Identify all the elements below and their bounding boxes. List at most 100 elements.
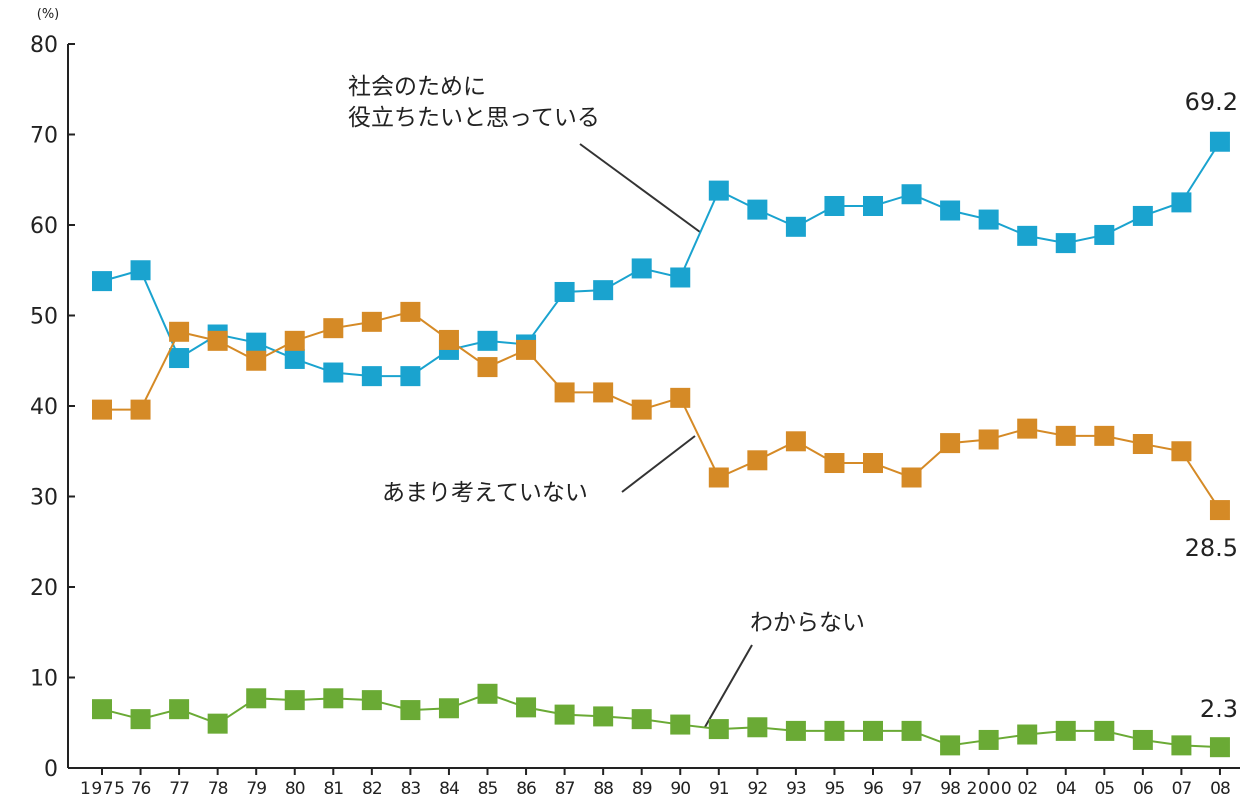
data-point (438, 329, 459, 350)
x-tick-label: 80 (285, 779, 305, 799)
data-point (1171, 441, 1192, 462)
data-point (824, 195, 845, 216)
data-point (207, 330, 228, 351)
x-tick-label: 86 (516, 779, 536, 799)
x-tick-label: 1975 (80, 779, 124, 799)
y-tick-label: 20 (30, 576, 58, 601)
y-tick-label: 0 (44, 757, 58, 782)
data-point (130, 260, 151, 281)
x-tick-label: 04 (1056, 779, 1076, 799)
data-point (554, 281, 575, 302)
data-point (130, 709, 151, 730)
x-tick-label: 95 (825, 779, 845, 799)
leader-line (579, 143, 701, 233)
x-tick-label: 78 (208, 779, 228, 799)
series-label: 社会のために (348, 74, 486, 100)
y-tick-label: 70 (30, 124, 58, 149)
x-tick-label: 2000 (967, 779, 1011, 799)
data-point (246, 332, 267, 353)
y-tick-label: 60 (30, 214, 58, 239)
data-point (863, 720, 883, 741)
x-tick-label: 06 (1133, 779, 1153, 799)
data-point (477, 330, 498, 351)
data-point (593, 382, 614, 403)
x-tick-label: 88 (593, 779, 613, 799)
x-tick-label: 02 (1017, 779, 1037, 799)
y-unit-label: (%) (37, 7, 60, 22)
data-point (323, 318, 344, 339)
data-point (901, 720, 922, 741)
data-point (708, 719, 729, 740)
data-point (130, 399, 151, 420)
data-point (708, 467, 729, 488)
data-point (516, 339, 537, 360)
data-point (631, 399, 652, 420)
data-point (284, 348, 305, 369)
data-point (747, 450, 768, 471)
x-tick-label: 90 (670, 779, 690, 799)
data-point (785, 431, 806, 452)
data-point (323, 688, 344, 709)
x-tick-label: 83 (401, 779, 421, 799)
x-tick-label: 85 (478, 779, 498, 799)
x-tick-label: 82 (362, 779, 382, 799)
x-axis-ticks: 1975 76 77 78 79 80 81 82 83 84 85 86 87 88 89 90 91 92 93… (80, 768, 1231, 799)
x-tick-label: 87 (555, 779, 575, 799)
data-point (554, 704, 575, 725)
series-label: 役立ちたいと思っている (348, 105, 600, 131)
x-tick-label: 97 (902, 779, 922, 799)
data-point (901, 467, 922, 488)
data-point (1209, 737, 1230, 758)
data-point (169, 699, 190, 720)
data-point (1132, 729, 1153, 750)
data-point (824, 453, 845, 474)
data-point (863, 195, 883, 216)
data-point (670, 387, 691, 408)
data-point (361, 366, 382, 387)
data-point (400, 700, 421, 721)
series-layer (92, 131, 1230, 758)
data-point (361, 690, 382, 711)
data-point (92, 399, 112, 420)
data-point (593, 706, 614, 727)
x-tick-label: 81 (323, 779, 343, 799)
x-tick-label: 76 (131, 779, 151, 799)
data-point (1017, 225, 1038, 246)
x-tick-label: 05 (1094, 779, 1114, 799)
x-tick-label: 84 (439, 779, 459, 799)
data-point (1171, 735, 1192, 756)
data-point (92, 271, 112, 292)
x-tick-label: 77 (169, 779, 189, 799)
y-tick-label: 40 (30, 395, 58, 420)
data-point (593, 280, 614, 301)
data-point (863, 453, 883, 474)
y-tick-label: 10 (30, 667, 58, 692)
x-tick-label: 91 (709, 779, 729, 799)
data-point (477, 357, 498, 378)
leader-line (621, 435, 696, 493)
series-label: あまり考えていない (382, 480, 588, 506)
data-point (323, 362, 344, 383)
data-point (901, 184, 922, 205)
x-tick-label: 92 (748, 779, 768, 799)
y-tick-label: 30 (30, 486, 58, 511)
data-point (1171, 192, 1192, 213)
data-point (747, 199, 768, 220)
data-point (246, 688, 267, 709)
data-point (1055, 425, 1076, 446)
data-point (747, 717, 768, 738)
series-line (101, 692, 1220, 749)
data-point (207, 713, 228, 734)
y-axis-ticks: 0 10 20 30 40 50 60 70 80 (30, 33, 75, 782)
data-point (477, 683, 498, 704)
end-value-label: 69.2 (1185, 88, 1238, 116)
data-point (169, 321, 190, 342)
y-tick-label: 50 (30, 305, 58, 330)
data-point (824, 720, 845, 741)
data-point (400, 301, 421, 322)
data-point (1132, 434, 1153, 455)
data-point (940, 433, 961, 454)
data-point (400, 366, 421, 387)
annotation-leaders (579, 143, 753, 728)
